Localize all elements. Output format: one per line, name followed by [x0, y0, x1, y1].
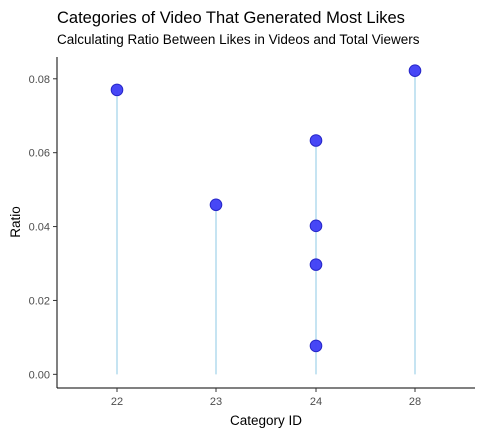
x-tick-label: 28: [409, 396, 421, 408]
data-point[interactable]: [408, 64, 422, 77]
y-tick-label: 0.08: [29, 74, 50, 86]
x-tick-label: 22: [111, 396, 123, 408]
y-tick-label: 0.06: [29, 148, 50, 160]
y-tick-label: 0.00: [29, 369, 50, 381]
stems-layer: [116, 70, 416, 375]
data-point[interactable]: [209, 198, 223, 212]
x-tick-label: 23: [210, 396, 222, 408]
y-tick-label: 0.04: [29, 222, 50, 234]
x-axis-ticks: 22 23 24 28: [111, 388, 421, 408]
x-tick-label: 24: [310, 396, 322, 408]
chart-title: Categories of Video That Generated Most …: [57, 9, 405, 27]
y-tick-label: 0.02: [29, 295, 50, 307]
data-point[interactable]: [309, 258, 323, 271]
chart-subtitle: Calculating Ratio Between Likes in Video…: [57, 32, 420, 47]
points-layer: [110, 64, 422, 353]
y-axis-title: Ratio: [8, 206, 23, 238]
data-point[interactable]: [309, 219, 323, 233]
data-point[interactable]: [110, 83, 124, 97]
y-axis-ticks: 0.00 0.02 0.04 0.06 0.08: [29, 74, 57, 381]
data-point[interactable]: [309, 339, 323, 353]
x-axis-title: Category ID: [230, 413, 302, 428]
data-point[interactable]: [309, 134, 323, 147]
